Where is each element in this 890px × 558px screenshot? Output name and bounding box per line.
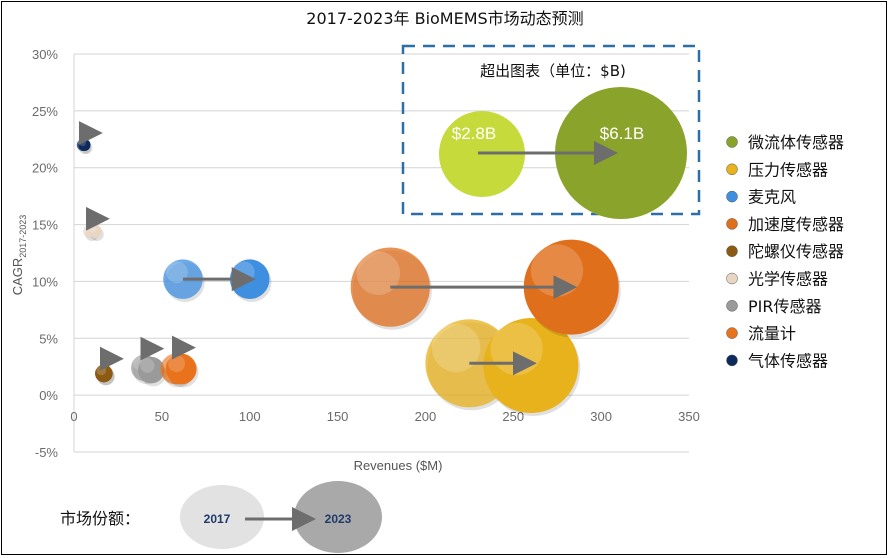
y-tick-label: 10%: [32, 274, 58, 289]
legend-item: 微流体传感器: [726, 133, 844, 152]
x-tick-label: 350: [678, 409, 700, 424]
share-legend-label: 市场份额：: [60, 509, 140, 528]
share-legend-from: 2017: [204, 512, 231, 526]
off-scale-inset-bubbles: $2.8B $6.1B: [439, 87, 687, 219]
bubble-2023: [138, 356, 167, 387]
legend-item: 气体传感器: [726, 351, 828, 370]
legend-swatch: [726, 354, 738, 367]
legend-swatch: [726, 272, 738, 285]
y-tick-label: 30%: [32, 47, 58, 62]
x-tick-labels: 0 50 100 150 200 250 300 350: [70, 409, 699, 424]
inset-value-2023: $6.1B: [600, 124, 644, 143]
bubble-2023: [95, 364, 115, 386]
x-tick-label: 200: [415, 409, 437, 424]
x-axis-label: Revenues ($M): [354, 458, 443, 473]
legend-item: 光学传感器: [726, 270, 828, 289]
off-scale-inset-box: [401, 44, 701, 216]
inset-value-2017: $2.8B: [452, 124, 496, 143]
chart-title: 2017-2023年 BioMEMS市场动态预测: [306, 9, 583, 28]
share-legend-to: 2023: [325, 512, 352, 526]
y-tick-label: 5%: [39, 331, 58, 346]
legend-label: 压力传感器: [748, 160, 828, 179]
bubbles-layer: [76, 138, 621, 417]
legend-item: 加速度传感器: [726, 215, 844, 234]
off-scale-inset-title: 超出图表（单位：$B): [480, 62, 626, 80]
legend-item: 麦克风: [726, 188, 796, 207]
legend-label: 气体传感器: [748, 351, 828, 370]
legend-label: PIR传感器: [748, 297, 822, 316]
legend-item: 流量计: [726, 324, 796, 343]
share-legend-2017-bubble: [180, 485, 264, 549]
legend-label: 光学传感器: [748, 270, 828, 289]
share-legend-2023-bubble: [294, 481, 382, 553]
y-tick-label: 15%: [32, 218, 58, 233]
legend-label: 麦克风: [748, 188, 796, 207]
y-axis-label: CAGR2017-2023: [10, 215, 28, 296]
legend-swatch: [726, 327, 738, 339]
bubble-2023: [165, 353, 199, 388]
legend-swatch: [726, 163, 738, 176]
legend-label: 流量计: [748, 324, 796, 343]
inset-bubble-2023: [555, 87, 687, 219]
y-tick-label: 25%: [32, 104, 58, 119]
x-tick-label: 150: [327, 409, 349, 424]
y-tick-label: 0%: [39, 388, 58, 403]
growth-arrows-layer: [78, 120, 578, 376]
legend-swatch: [726, 136, 738, 148]
x-tick-label: 100: [239, 409, 261, 424]
legend-label: 微流体传感器: [748, 133, 844, 152]
x-tick-label: 0: [70, 409, 77, 424]
legend-label: 陀螺仪传感器: [748, 242, 844, 261]
x-tick-label: 50: [155, 409, 169, 424]
legend-swatch: [726, 218, 738, 230]
y-tick-label: -5%: [35, 445, 59, 460]
legend-item: 陀螺仪传感器: [726, 242, 844, 261]
y-tick-labels: -5% 0% 5% 10% 15% 20% 25% 30%: [32, 47, 58, 460]
legend-item: PIR传感器: [726, 297, 822, 316]
x-tick-label: 250: [502, 409, 524, 424]
legend-label: 加速度传感器: [748, 215, 844, 234]
legend-item: 压力传感器: [726, 160, 828, 179]
legend-swatch: [726, 245, 738, 257]
y-tick-label: 20%: [32, 161, 58, 176]
legend-swatch: [726, 300, 738, 312]
legend-swatch: [726, 190, 738, 203]
x-tick-label: 300: [590, 409, 612, 424]
